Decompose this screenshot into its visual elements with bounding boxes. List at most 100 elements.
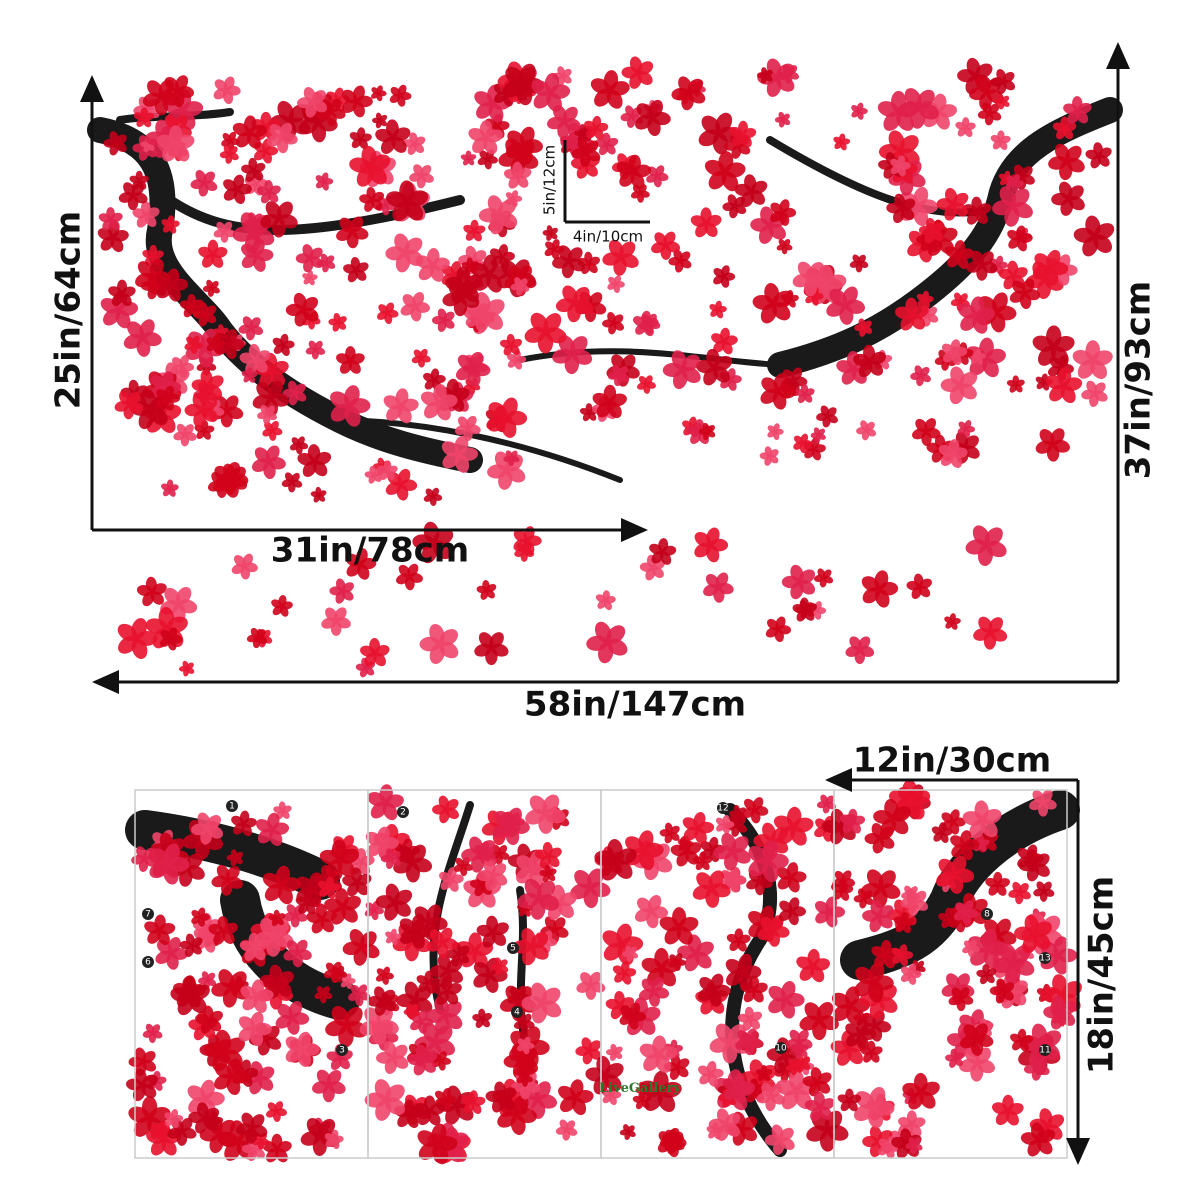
petal bbox=[254, 447, 270, 463]
blossom bbox=[371, 85, 387, 102]
petal bbox=[241, 243, 257, 258]
petal bbox=[223, 179, 238, 192]
blossom bbox=[389, 84, 412, 107]
petal bbox=[277, 100, 295, 122]
dimension-label: 4in/10cm bbox=[573, 228, 643, 246]
blossom bbox=[576, 971, 606, 1000]
petal bbox=[371, 87, 379, 95]
blossom bbox=[300, 1118, 340, 1157]
blossom bbox=[239, 343, 271, 375]
blossom bbox=[191, 369, 224, 402]
blossom bbox=[423, 487, 443, 506]
blossom bbox=[1051, 181, 1085, 216]
petal bbox=[156, 134, 176, 149]
petal bbox=[151, 375, 166, 389]
petal bbox=[172, 357, 183, 368]
blossom bbox=[1035, 428, 1070, 462]
petal bbox=[413, 142, 425, 154]
petal bbox=[413, 349, 423, 359]
petal bbox=[505, 192, 514, 200]
petal bbox=[108, 286, 123, 297]
petal bbox=[307, 444, 321, 462]
blossom bbox=[402, 132, 426, 155]
blossom bbox=[179, 294, 204, 318]
blossom bbox=[336, 216, 369, 249]
blossom bbox=[487, 397, 528, 438]
petal bbox=[217, 324, 224, 333]
petal bbox=[437, 308, 447, 321]
petal bbox=[409, 132, 418, 145]
blossom bbox=[965, 525, 1007, 567]
petal bbox=[350, 256, 361, 271]
blossom bbox=[431, 308, 455, 332]
blossom bbox=[170, 354, 194, 379]
dimension-label: 25in/64cm bbox=[49, 211, 89, 410]
blossom bbox=[103, 131, 127, 156]
petal bbox=[222, 133, 231, 142]
blossom bbox=[671, 76, 706, 111]
blossom bbox=[297, 444, 332, 477]
blossom bbox=[759, 446, 779, 466]
blossom bbox=[315, 172, 334, 191]
blossom bbox=[377, 302, 399, 325]
petal bbox=[106, 207, 115, 220]
petal bbox=[349, 132, 361, 141]
blossom bbox=[285, 292, 319, 327]
sheet-number: 13 bbox=[1039, 954, 1050, 964]
blossom bbox=[232, 115, 267, 149]
blossom bbox=[118, 182, 148, 211]
dimension-label: 18in/45cm bbox=[1082, 876, 1122, 1075]
blossom bbox=[367, 784, 404, 821]
dimension-label: 58in/147cm bbox=[524, 685, 746, 725]
blossom bbox=[213, 221, 236, 243]
petal bbox=[371, 198, 383, 211]
blossom bbox=[465, 303, 495, 333]
blossom bbox=[474, 632, 509, 666]
blossom bbox=[602, 923, 644, 966]
blossom bbox=[632, 310, 659, 337]
blossom bbox=[595, 590, 616, 611]
blossom bbox=[1007, 225, 1033, 252]
sheet-number: 10 bbox=[775, 1044, 787, 1054]
blossom bbox=[1081, 380, 1108, 407]
petal bbox=[196, 429, 206, 439]
blossom bbox=[902, 1072, 940, 1110]
blossom bbox=[281, 472, 303, 493]
petal bbox=[463, 224, 475, 234]
sheet-number: 3 bbox=[339, 1046, 345, 1056]
blossom bbox=[271, 595, 293, 617]
petal bbox=[260, 404, 269, 415]
petal bbox=[254, 358, 268, 373]
blossom bbox=[328, 312, 347, 332]
petal bbox=[288, 380, 298, 394]
petal bbox=[133, 112, 145, 121]
petal bbox=[303, 277, 311, 285]
petal bbox=[162, 224, 172, 233]
petal bbox=[506, 333, 515, 346]
petal bbox=[506, 353, 517, 362]
blossom bbox=[329, 578, 354, 604]
sheet-number: 2 bbox=[400, 808, 406, 818]
blossom bbox=[266, 122, 298, 154]
blossom bbox=[178, 660, 195, 677]
petal bbox=[325, 255, 335, 264]
petal bbox=[100, 236, 115, 251]
petal bbox=[425, 488, 434, 498]
petal bbox=[207, 384, 223, 399]
blossom bbox=[558, 1079, 594, 1116]
blossom bbox=[375, 966, 394, 985]
blossom bbox=[302, 269, 318, 286]
blossom bbox=[1072, 340, 1113, 380]
petal bbox=[206, 279, 214, 289]
sheet-number: 12 bbox=[717, 804, 728, 814]
blossom bbox=[861, 570, 899, 608]
petal bbox=[465, 150, 472, 159]
petal bbox=[302, 273, 310, 280]
dimension-label: 31in/78cm bbox=[271, 531, 470, 571]
blossom bbox=[906, 573, 932, 600]
sheet-number: 7 bbox=[145, 910, 151, 920]
petal bbox=[303, 87, 316, 103]
sheet-number: 11 bbox=[1039, 1046, 1050, 1056]
petal bbox=[161, 483, 170, 491]
blossom bbox=[845, 636, 875, 665]
